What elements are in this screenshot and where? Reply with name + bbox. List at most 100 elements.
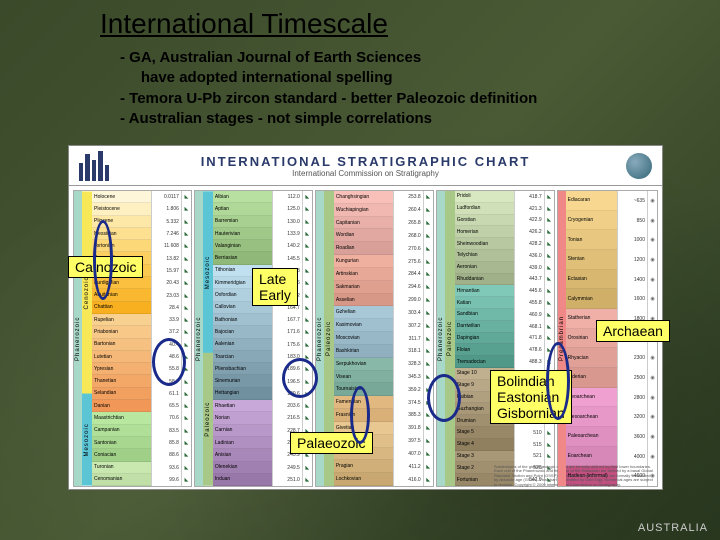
gssp-mark-icon: ◣ — [424, 332, 433, 345]
stage-row: Hauterivian — [213, 228, 272, 240]
age-value: 488.3 — [515, 356, 544, 368]
gssp-mark-icon: ◣ — [424, 319, 433, 332]
age-value: 439.0 — [515, 262, 544, 274]
age-value: 216.5 — [273, 412, 302, 424]
age-value: 48.6 — [152, 351, 181, 363]
gssp-mark-icon: ◣ — [303, 474, 312, 486]
chart-title: INTERNATIONAL STRATIGRAPHIC CHART — [201, 154, 531, 169]
stage-row: Lochkovian — [334, 473, 393, 486]
gssp-column: ◣◣◣◣◣◣◣◣◣◣◣◣◣◣◣◣◣◣◣◣◣◣◣◣◣ — [544, 191, 554, 486]
age-value: 33.9 — [152, 314, 181, 326]
age-value: 418.7 — [515, 191, 544, 203]
age-value: 88.6 — [152, 449, 181, 461]
age-value: 268.0 — [394, 229, 423, 242]
stage-row: Aalenian — [213, 339, 272, 351]
era-cell: Mesozoic — [82, 394, 92, 486]
age-value: 428.2 — [515, 238, 544, 250]
age-value: 70.6 — [152, 412, 181, 424]
gssp-mark-icon: ◣ — [424, 409, 433, 422]
age-value: 253.8 — [394, 191, 423, 204]
stage-row: Wordian — [334, 229, 393, 242]
division-row: Calymmian — [566, 289, 617, 309]
age-value: 65.5 — [152, 400, 181, 412]
gssp-column: ◣◣◣◣◣◣◣◣◣◣◣◣◣◣◣◣◣◣◣◣◣◣◣ — [423, 191, 433, 486]
stage-row: Sandbian — [455, 309, 514, 321]
age-value: 445.6 — [515, 285, 544, 297]
gssp-mark-icon: ◣ — [303, 400, 312, 412]
stage-row: Carnian — [213, 425, 272, 437]
gssp-mark-icon: ◣ — [545, 215, 554, 227]
gssp-mark-icon: ◣ — [182, 314, 191, 326]
gssp-mark-icon: ◣ — [182, 277, 191, 289]
gssp-mark-icon: ◣ — [303, 314, 312, 326]
stage-row: Albian — [213, 191, 272, 203]
gssp-mark-icon: ◣ — [182, 216, 191, 228]
gssp-mark-icon: ◣ — [424, 383, 433, 396]
age-value: 374.5 — [394, 396, 423, 409]
gssp-mark-icon: ◣ — [545, 439, 554, 451]
iugs-logo-icon — [626, 153, 652, 179]
ics-logo-icon — [79, 151, 109, 181]
age-value: 422.9 — [515, 215, 544, 227]
gssp-mark-icon: ◣ — [545, 250, 554, 262]
age-value: 521 — [515, 451, 544, 463]
gssp-mark-icon: ◣ — [182, 474, 191, 486]
stage-row: Hettangian — [213, 388, 272, 400]
age-value: 125.0 — [273, 203, 302, 215]
age-value: 85.8 — [152, 437, 181, 449]
ages-column: 253.8260.4265.8268.0270.6275.6284.4294.6… — [393, 191, 423, 486]
eon-strip: Phanerozoic — [195, 191, 203, 486]
stage-row: Santonian — [92, 437, 151, 449]
stage-row: Kungurian — [334, 255, 393, 268]
age-value: 1400 — [618, 270, 647, 290]
age-value: 28.4 — [152, 302, 181, 314]
gssp-mark-icon: ◣ — [545, 297, 554, 309]
gssp-mark-icon: ◣ — [303, 191, 312, 203]
stage-row: Wuchiapingian — [334, 204, 393, 217]
age-value: 416.0 — [394, 473, 423, 486]
gssp-mark-icon: ◣ — [545, 274, 554, 286]
stage-row: Bashkirian — [334, 345, 393, 358]
stages-column: HolocenePleistocenePlioceneMessinianTort… — [92, 191, 151, 486]
stage-row: Turonian — [92, 462, 151, 474]
gssp-mark-icon: ◣ — [182, 240, 191, 252]
era-strip: CenozoicMesozoic — [82, 191, 92, 486]
gssp-mark-icon: ◣ — [182, 289, 191, 301]
gssp-mark-icon: ◣ — [182, 363, 191, 375]
gssp-mark-icon: ◣ — [182, 191, 191, 203]
gssp-mark-icon: ◣ — [303, 252, 312, 264]
age-value: 140.2 — [273, 240, 302, 252]
callout-ordovician: Bolindian Eastonian Gisbornian — [490, 370, 572, 424]
stage-row: Artinskian — [334, 268, 393, 281]
gssp-mark-icon: ◣ — [545, 285, 554, 297]
age-value: 40.4 — [152, 339, 181, 351]
gssa-mark-icon: ◉ — [648, 211, 657, 231]
stage-row: Pliensbachian — [213, 363, 272, 375]
age-value: 436.0 — [515, 250, 544, 262]
eon-strip: Precambrian — [558, 191, 566, 486]
gssp-mark-icon: ◣ — [424, 371, 433, 384]
gssa-mark-icon: ◉ — [648, 289, 657, 309]
gssp-mark-icon: ◣ — [303, 462, 312, 474]
age-value: 1.806 — [152, 203, 181, 215]
stage-row: Floian — [455, 344, 514, 356]
chart-footer-text: Subdivisions of the global geologic reco… — [494, 465, 654, 487]
stage-row: Bathonian — [213, 314, 272, 326]
gssp-mark-icon: ◣ — [182, 388, 191, 400]
division-row: Rhyacian — [566, 348, 617, 368]
age-value: 3600 — [618, 427, 647, 447]
stage-row: Rupelian — [92, 314, 151, 326]
gssp-mark-icon: ◣ — [303, 265, 312, 277]
age-value: 510 — [515, 427, 544, 439]
age-value: 133.9 — [273, 228, 302, 240]
gssa-mark-icon: ◉ — [648, 250, 657, 270]
stage-row: Pliocene — [92, 216, 151, 228]
age-value: 1600 — [618, 289, 647, 309]
gssa-mark-icon: ◉ — [648, 427, 657, 447]
stage-row: Tremadocian — [455, 356, 514, 368]
gssp-mark-icon: ◣ — [182, 228, 191, 240]
age-value: 251.0 — [273, 474, 302, 486]
age-value: 2300 — [618, 348, 647, 368]
stage-row: Sheinwoodian — [455, 238, 514, 250]
gssp-mark-icon: ◣ — [424, 229, 433, 242]
